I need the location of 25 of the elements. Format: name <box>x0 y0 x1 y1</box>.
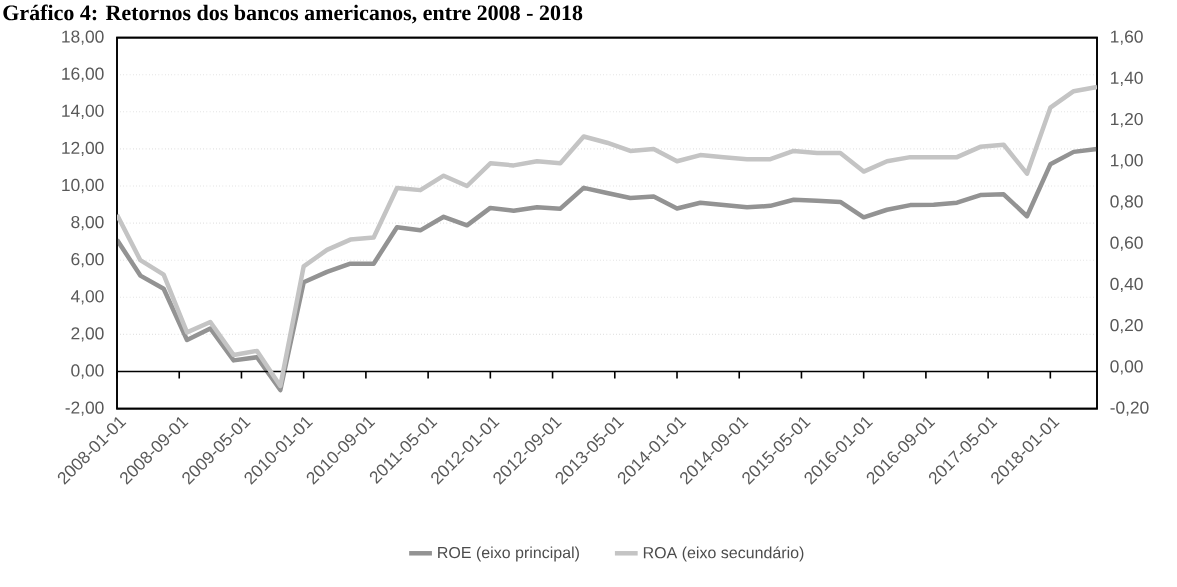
y2-tick-label: 0,60 <box>1110 236 1143 251</box>
y2-tick-label: 0,80 <box>1110 195 1143 210</box>
chart-title: Gráfico 4: Retornos dos bancos americanos, entre 2008 - 2018 <box>3 4 583 24</box>
y-tick-label: 12,00 <box>62 141 104 157</box>
y-tick-label: 6,00 <box>71 253 104 268</box>
y-tick-label: 14,00 <box>62 104 104 119</box>
y-tick-label: 18,00 <box>62 30 104 45</box>
y-tick-label: 8,00 <box>71 215 104 231</box>
y2-tick-label: 1,40 <box>1111 71 1143 86</box>
y-tick-label: 0,00 <box>71 364 104 379</box>
legend-label: ROA (eixo secundário) <box>643 546 804 562</box>
y2-tick-label: 0,40 <box>1110 277 1143 293</box>
y2-tick-label: 1,60 <box>1111 30 1143 45</box>
y2-tick-label: 0,20 <box>1110 318 1143 334</box>
y2-tick-label: 1,00 <box>1111 154 1143 169</box>
y-tick-label: 16,00 <box>62 67 104 82</box>
y-tick-label: 2,00 <box>71 327 104 342</box>
y2-tick-label: 1,20 <box>1111 112 1143 128</box>
y-tick-label: 4,00 <box>70 290 104 305</box>
y-tick-label: 10,00 <box>62 178 104 194</box>
y2-tick-label: 0,00 <box>1110 360 1143 375</box>
line-series <box>117 146 1098 393</box>
y-tick-label: -2,00 <box>65 401 104 416</box>
legend-label: ROE (eixo principal) <box>438 546 579 562</box>
y2-tick-label: -0,20 <box>1110 401 1149 416</box>
